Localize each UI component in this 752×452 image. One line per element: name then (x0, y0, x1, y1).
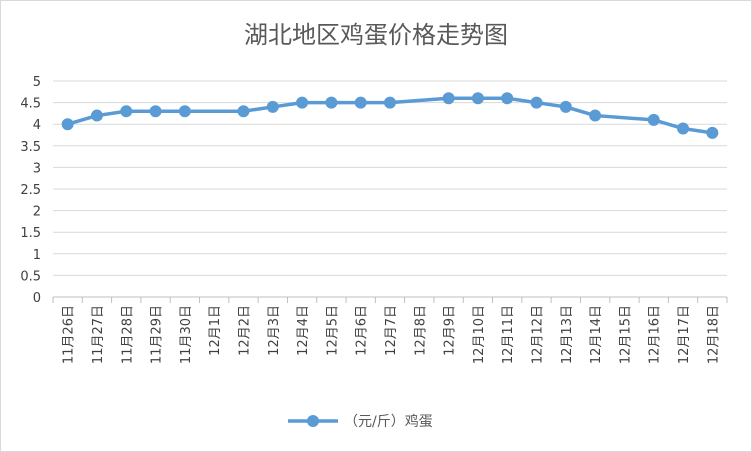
x-tick-label: 11月29日 (150, 305, 165, 364)
data-point (589, 109, 602, 122)
x-tick-label: 11月26日 (62, 305, 77, 364)
data-point (296, 96, 309, 109)
data-point (677, 122, 690, 135)
x-tick-label: 11月28日 (120, 305, 135, 364)
x-tick-label: 12月2日 (237, 305, 252, 356)
y-tick-label: 4.5 (20, 97, 41, 112)
data-point (149, 105, 162, 118)
data-point (90, 109, 103, 122)
data-point (61, 118, 74, 131)
data-point (237, 105, 250, 118)
y-tick-label: 0 (33, 291, 41, 306)
y-tick-label: 1.5 (20, 226, 41, 241)
x-tick-label: 12月3日 (267, 305, 282, 356)
data-point (354, 96, 367, 109)
x-tick-label: 12月18日 (706, 305, 721, 364)
data-point (471, 92, 484, 105)
data-point (530, 96, 543, 109)
x-tick-label: 12月10日 (472, 305, 487, 364)
y-tick-label: 1 (33, 248, 41, 263)
data-point (266, 100, 279, 113)
x-tick-label: 12月5日 (325, 305, 340, 356)
x-tick-label: 12月1日 (208, 305, 223, 356)
x-axis (52, 296, 728, 303)
legend: （元/斤）鸡蛋 (288, 413, 433, 430)
y-tick-label: 4 (33, 118, 41, 133)
y-tick-label: 2.5 (20, 183, 41, 198)
x-tick-label: 11月27日 (91, 305, 106, 364)
legend-label: （元/斤）鸡蛋 (344, 413, 433, 430)
data-point (120, 105, 133, 118)
y-tick-label: 3.5 (20, 140, 41, 155)
x-tick-label: 12月8日 (413, 305, 428, 356)
data-point (384, 96, 396, 109)
data-point (442, 92, 455, 105)
x-tick-label: 12月16日 (648, 305, 663, 364)
x-tick-label: 12月15日 (618, 305, 633, 364)
data-point (325, 96, 338, 109)
data-point (706, 126, 719, 139)
x-tick-label: 12月17日 (677, 305, 692, 364)
x-tick-label: 12月4日 (296, 305, 311, 356)
y-tick-label: 2 (33, 205, 41, 220)
chart-title: 湖北地区鸡蛋价格走势图 (244, 21, 508, 49)
data-point (647, 113, 660, 126)
x-tick-label: 12月7日 (384, 305, 399, 356)
x-tick-label: 12月14日 (589, 305, 604, 364)
data-point (178, 105, 191, 118)
x-tick-label: 11月30日 (179, 305, 194, 364)
x-tick-label: 12月9日 (443, 305, 458, 356)
x-axis-ticks: 11月26日 11月27日 11月28日 11月29日 11月30日 12月1日 12月2日… (62, 305, 722, 364)
y-tick-label: 5 (33, 75, 41, 90)
x-tick-label: 12月6日 (355, 305, 370, 356)
legend-marker (307, 415, 319, 427)
x-tick-label: 12月11日 (501, 305, 516, 364)
data-point (501, 92, 514, 105)
y-axis-ticks: 0 0.5 1 1.5 2 2.5 3 3.5 4 4.5 5 (20, 75, 41, 306)
series-group (61, 92, 719, 139)
x-tick-label: 12月12日 (531, 305, 546, 364)
y-tick-label: 0.5 (20, 269, 41, 284)
y-tick-label: 3 (33, 161, 41, 176)
data-point (559, 100, 572, 113)
x-tick-label: 12月13日 (560, 305, 575, 364)
